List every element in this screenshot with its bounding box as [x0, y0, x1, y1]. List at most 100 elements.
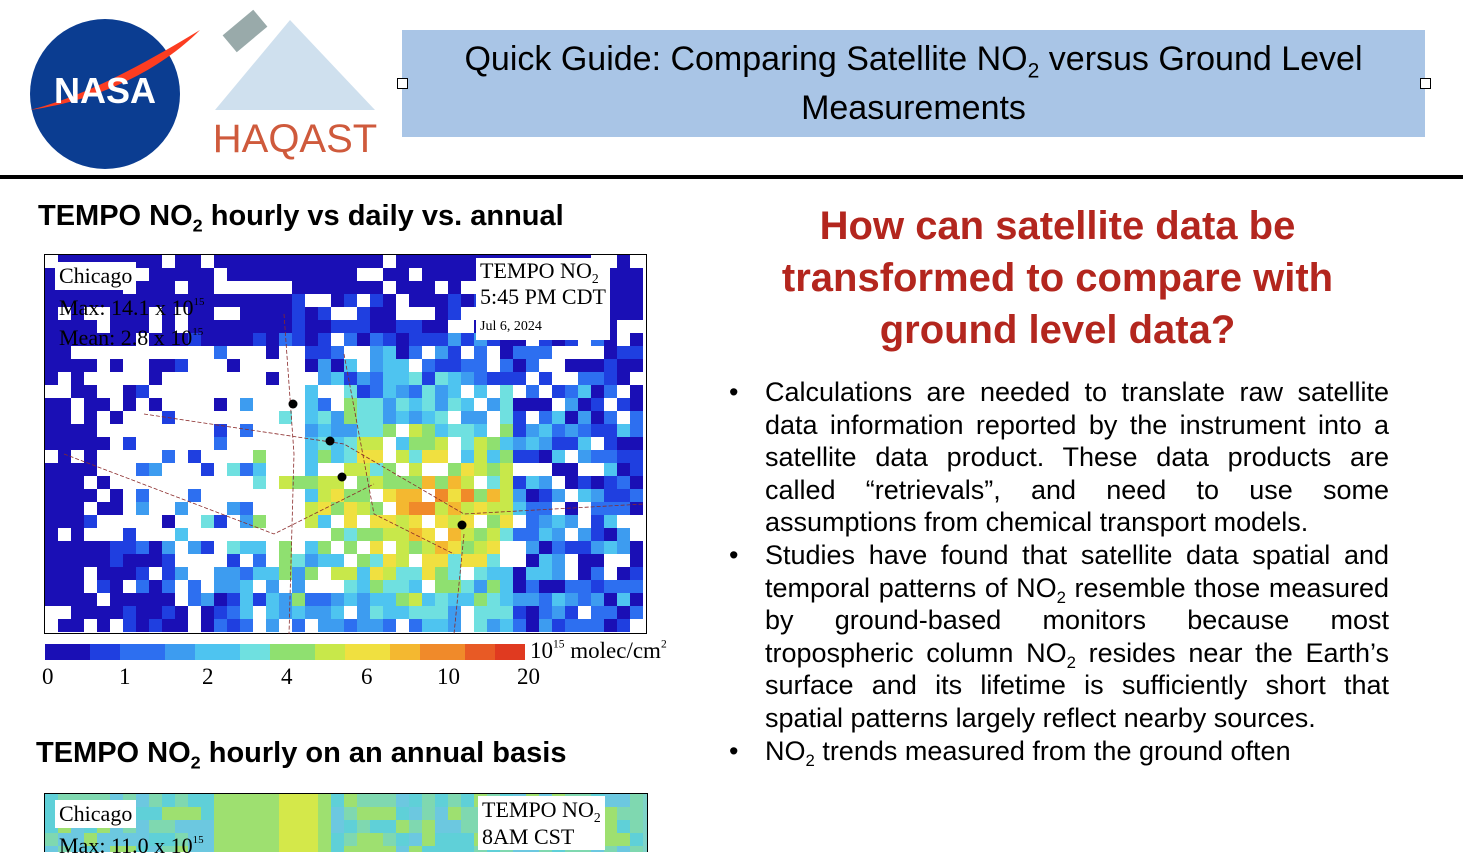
map-cell: [344, 385, 357, 398]
map-cell: [123, 320, 136, 333]
map-cell: [188, 281, 201, 294]
map-cell: [175, 833, 188, 846]
handle: [397, 78, 408, 89]
map-cell: [565, 463, 578, 476]
map-cell: [162, 554, 175, 567]
colorbar-cell: [180, 644, 196, 660]
map-cell: [110, 606, 123, 619]
map-cell: [409, 580, 422, 593]
map-cell: [175, 567, 188, 580]
map-label: Mean: 2.8 x 1015: [55, 324, 207, 352]
map-cell: [383, 320, 396, 333]
map-cell: [45, 268, 58, 281]
map-cell: [370, 820, 383, 833]
map-cell: [344, 528, 357, 541]
map-cell: [266, 794, 279, 807]
map-cell: [435, 593, 448, 606]
map-cell: [487, 619, 500, 632]
map-cell: [448, 606, 461, 619]
map-cell: [149, 619, 162, 632]
map-cell: [409, 437, 422, 450]
text: TEMPO NO: [36, 737, 191, 769]
map-cell: [500, 450, 513, 463]
map-cell: [149, 593, 162, 606]
map-cell: [149, 281, 162, 294]
map-cell: [357, 528, 370, 541]
map-cell: [604, 515, 617, 528]
map-cell: [383, 820, 396, 833]
map-cell: [604, 450, 617, 463]
map-cell: [383, 333, 396, 346]
map-cell: [84, 489, 97, 502]
map-cell: [591, 489, 604, 502]
map-label: Chicago: [55, 262, 137, 290]
map-cell: [227, 463, 240, 476]
map-cell: [110, 846, 123, 852]
map-cell: [188, 580, 201, 593]
map-cell: [370, 502, 383, 515]
map-cell: [253, 476, 266, 489]
map-cell: [357, 489, 370, 502]
text: 15: [553, 638, 565, 651]
map-cell: [45, 372, 58, 385]
map-cell: [591, 450, 604, 463]
bullet-text: NO: [765, 735, 806, 766]
map-cell: [71, 294, 84, 307]
map-cell: [188, 489, 201, 502]
colorbar-cell: [360, 644, 376, 660]
map-cell: [552, 619, 565, 632]
map-cell: [422, 450, 435, 463]
map-cell: [526, 515, 539, 528]
map-cell: [279, 294, 292, 307]
map-cell: [409, 515, 422, 528]
colorbar: [45, 644, 525, 660]
map-cell: [305, 567, 318, 580]
map-cell: [539, 346, 552, 359]
map-cell: [448, 833, 461, 846]
map-cell: [370, 567, 383, 580]
map-cell: [461, 502, 474, 515]
text: 2: [192, 215, 203, 236]
map-cell: [71, 833, 84, 846]
map-cell: [279, 541, 292, 554]
city-dot: [337, 472, 347, 482]
map-cell: [630, 541, 643, 554]
text: 15: [192, 326, 204, 339]
map-cell: [565, 437, 578, 450]
map-cell: [409, 255, 422, 268]
map-cell: [630, 820, 643, 833]
text: Chicago: [59, 263, 133, 288]
map-cell: [318, 833, 331, 846]
map-cell: [396, 593, 409, 606]
map-cell: [110, 307, 123, 320]
map-cell: [487, 372, 500, 385]
map-cell: [552, 489, 565, 502]
map-cell: [604, 807, 617, 820]
map-cell: [383, 619, 396, 632]
map-cell: [617, 846, 630, 852]
map-cell: [214, 398, 227, 411]
map-cell: [383, 846, 396, 852]
colorbar-cell: [405, 644, 421, 660]
map-cell: [539, 606, 552, 619]
map-cell: [188, 833, 201, 846]
map-cell: [136, 320, 149, 333]
map-cell: [448, 424, 461, 437]
map-cell: [461, 833, 474, 846]
map-cell: [279, 794, 292, 807]
map-cell: [409, 489, 422, 502]
map-cell: [279, 820, 292, 833]
map-cell: [123, 398, 136, 411]
map-cell: [396, 833, 409, 846]
map-cell: [539, 398, 552, 411]
map-cell: [318, 794, 331, 807]
map-cell: [292, 606, 305, 619]
map-cell: [435, 294, 448, 307]
map-cell: [305, 320, 318, 333]
map-cell: [383, 528, 396, 541]
map-cell: [71, 359, 84, 372]
map-cell: [45, 398, 58, 411]
map-cell: [565, 502, 578, 515]
map-cell: [149, 820, 162, 833]
map-cell: [461, 807, 474, 820]
